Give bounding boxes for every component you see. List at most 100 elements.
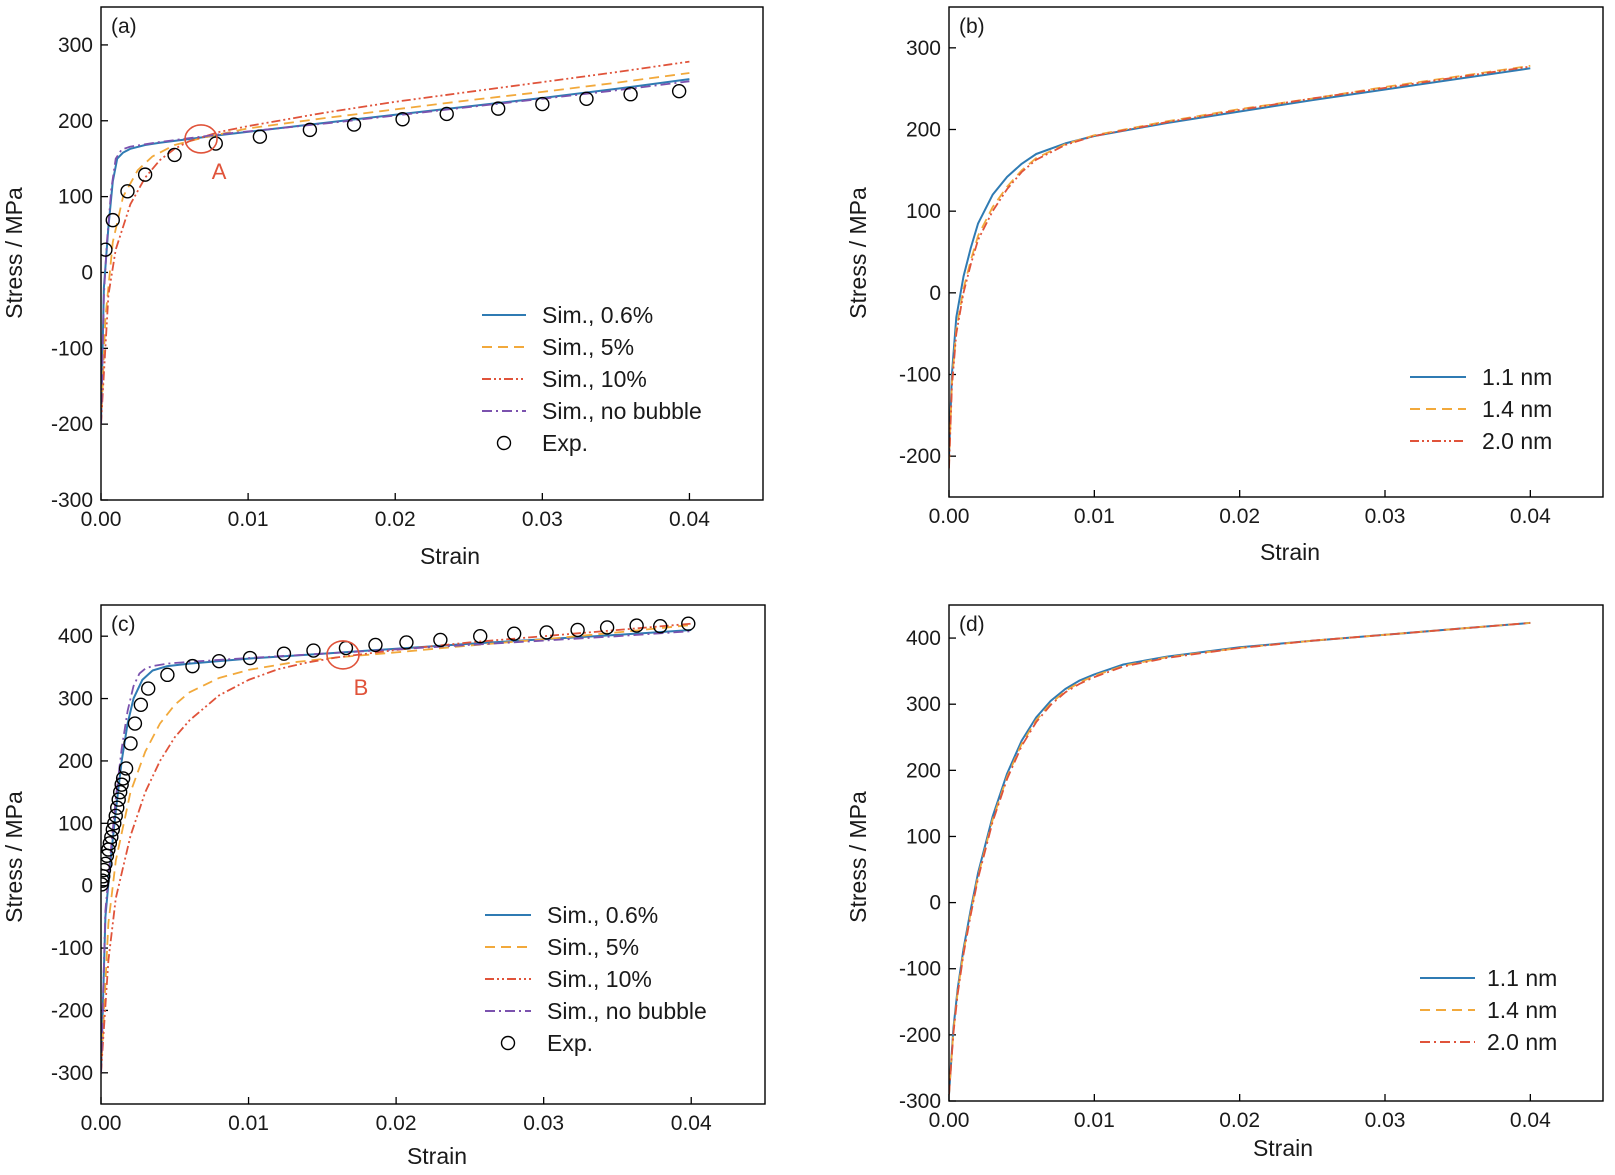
- x-tick-label: 0.04: [1510, 505, 1551, 528]
- data-point: [141, 681, 156, 696]
- data-point: [101, 873, 110, 888]
- series-line-4: [101, 80, 690, 425]
- y-tick-label: 200: [58, 110, 93, 133]
- data-point: [570, 622, 585, 638]
- legend-label: 1.1 nm: [1487, 965, 1557, 991]
- legend-label: Sim., 5%: [542, 334, 634, 360]
- legend-label: Sim., no bubble: [547, 998, 707, 1024]
- x-tick-label: 0.01: [228, 1112, 269, 1135]
- x-tick-label: 0.01: [1074, 1109, 1115, 1132]
- x-tick-label: 0.04: [1510, 1109, 1551, 1132]
- legend-label: Sim., no bubble: [542, 398, 702, 424]
- annotation-circle: [184, 124, 218, 154]
- y-tick-label: 0: [81, 261, 93, 284]
- x-tick-label: 0.01: [228, 508, 269, 531]
- legend: 1.1 nm 1.4 nm 2.0 nm: [1410, 364, 1552, 454]
- data-point: [185, 658, 200, 674]
- legend-marker: [496, 435, 512, 451]
- data-point: [211, 653, 227, 669]
- x-axis-label: Strain: [1253, 1135, 1313, 1161]
- y-axis-label: Stress / MPa: [845, 791, 871, 923]
- y-tick-label: 100: [58, 186, 93, 209]
- series-line-1: [949, 621, 1531, 1095]
- x-tick-label: 0.00: [81, 508, 122, 531]
- plot-area: [949, 64, 1531, 469]
- legend-label: Sim., 10%: [542, 366, 647, 392]
- chart-panel-a: 0.00 0.01 0.02 0.03 0.04 -300 -200 -100 0 100 200 3…: [1, 6, 764, 569]
- data-point: [101, 862, 112, 878]
- annotation-circle: [326, 640, 360, 670]
- y-tick-label: 400: [58, 625, 93, 648]
- x-tick-label: 0.02: [376, 1112, 417, 1135]
- data-point: [107, 816, 122, 831]
- y-tick-label: 300: [58, 688, 93, 711]
- axes-frame: [948, 6, 1604, 498]
- y-axis-label: Stress / MPa: [1, 187, 27, 319]
- data-point: [123, 736, 138, 751]
- data-point: [105, 212, 120, 228]
- data-point: [137, 167, 153, 182]
- data-point: [114, 777, 129, 792]
- chart-panel-b: 0.00 0.01 0.02 0.03 0.04 -200 -100 0 100 200 300 (b…: [845, 6, 1604, 565]
- y-tick-label: 0: [81, 875, 93, 898]
- data-point: [599, 620, 615, 635]
- y-tick-label: 400: [906, 627, 941, 650]
- x-tick-label: 0.03: [1365, 505, 1406, 528]
- y-tick-label: -300: [899, 1090, 941, 1113]
- y-tick-label: -200: [899, 1024, 941, 1047]
- data-point: [160, 667, 175, 683]
- data-point: [368, 637, 383, 653]
- y-tick-label: -100: [899, 364, 941, 387]
- x-tick-label: 0.00: [81, 1112, 122, 1135]
- data-point: [681, 616, 696, 631]
- data-point: [399, 635, 414, 650]
- legend: Sim., 0.6% Sim., 5% Sim., 10% Sim., no bubb…: [482, 302, 702, 456]
- legend-label: Sim., 0.6%: [547, 902, 658, 928]
- series-line-3: [949, 65, 1531, 469]
- data-point: [276, 646, 292, 661]
- data-point: [491, 101, 506, 116]
- y-tick-label: -200: [51, 413, 93, 436]
- y-tick-label: -300: [51, 1062, 93, 1085]
- series-line-2: [949, 64, 1531, 465]
- legend-label: Sim., 10%: [547, 966, 652, 992]
- y-tick-label: 200: [58, 750, 93, 773]
- x-tick-label: 0.00: [929, 1109, 970, 1132]
- y-axis-label: Stress / MPa: [1, 791, 27, 923]
- y-tick-label: 100: [906, 825, 941, 848]
- plot-area: [949, 621, 1531, 1095]
- x-tick-label: 0.03: [523, 1112, 564, 1135]
- annotation-label: A: [212, 159, 227, 184]
- x-tick-label: 0.03: [1365, 1109, 1406, 1132]
- series-line-2: [949, 622, 1531, 1095]
- data-point: [579, 91, 594, 106]
- legend-label: 1.1 nm: [1482, 364, 1552, 390]
- panel-label: (d): [959, 613, 985, 636]
- legend-label: 1.4 nm: [1482, 396, 1552, 422]
- data-point: [302, 122, 318, 138]
- x-tick-label: 0.04: [671, 1112, 712, 1135]
- data-point: [473, 628, 488, 644]
- x-tick-label: 0.03: [522, 508, 563, 531]
- legend-label: Sim., 5%: [547, 934, 639, 960]
- data-point: [101, 856, 113, 872]
- data-point: [242, 650, 258, 666]
- legend-label: 1.4 nm: [1487, 997, 1557, 1023]
- x-tick-label: 0.01: [1074, 505, 1115, 528]
- axes-frame: [100, 6, 764, 501]
- data-point: [306, 643, 321, 658]
- y-tick-label: 200: [906, 759, 941, 782]
- series-line-1: [949, 67, 1531, 457]
- chart-panel-c: 0.00 0.01 0.02 0.03 0.04 -300 -200 -100 0 100 200 3…: [1, 604, 766, 1169]
- series-line-3: [101, 622, 692, 1073]
- panel-label: (a): [111, 15, 137, 38]
- x-tick-label: 0.02: [1219, 1109, 1260, 1132]
- y-tick-label: 100: [906, 200, 941, 223]
- data-point: [629, 618, 644, 633]
- data-point: [133, 697, 149, 712]
- y-tick-label: -300: [51, 489, 93, 512]
- series-line-3: [949, 622, 1531, 1095]
- data-point: [395, 112, 410, 127]
- series-line-2: [101, 72, 690, 425]
